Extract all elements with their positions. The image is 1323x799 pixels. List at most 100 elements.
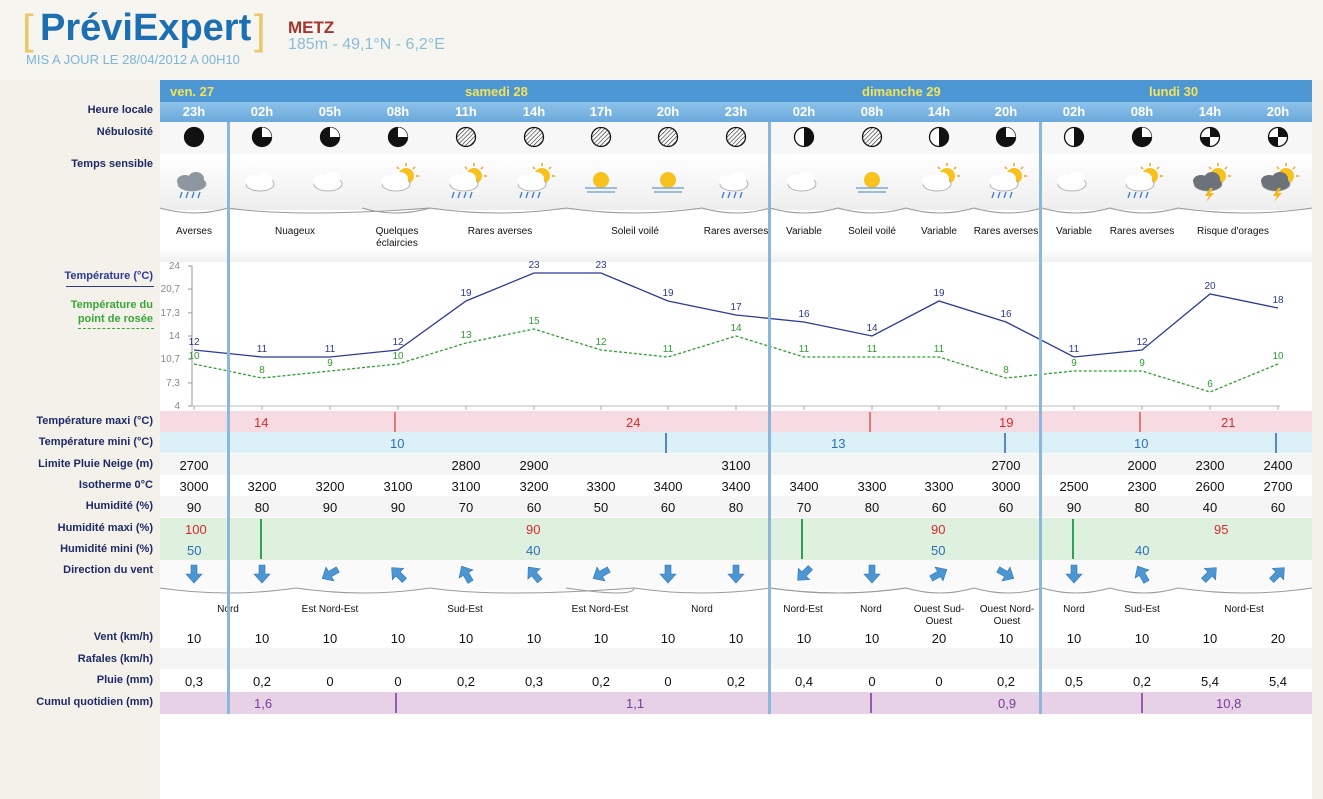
chart-data-label: 19 bbox=[460, 288, 472, 299]
logo-bracket-left: [ bbox=[22, 6, 34, 53]
day-label: ven. 27 bbox=[170, 84, 215, 99]
wind-desc: Est Nord-Est bbox=[301, 604, 359, 615]
nebulosity-icon bbox=[1063, 126, 1085, 148]
vent-value: 10 bbox=[1134, 631, 1150, 646]
label-tmin: Température mini (°C) bbox=[38, 436, 153, 448]
weather-icon bbox=[1057, 172, 1087, 192]
tmin-value: 10 bbox=[390, 436, 405, 451]
hour-label: 20h bbox=[1266, 104, 1290, 119]
isotherme-value: 3300 bbox=[924, 479, 954, 494]
weather-desc: Soleil voilé bbox=[848, 226, 896, 237]
humidity-time-marker bbox=[1072, 519, 1076, 559]
vent-value: 10 bbox=[186, 631, 202, 646]
update-text: MIS A JOUR LE 28/04/2012 A 00H10 bbox=[26, 52, 240, 67]
wind-arrow-icon bbox=[253, 564, 271, 584]
chart-data-label: 17 bbox=[730, 302, 742, 313]
label-nebulosite: Nébulosité bbox=[96, 126, 153, 138]
pluie-neige-value: 2400 bbox=[1263, 458, 1293, 473]
nebulosity-icon bbox=[319, 126, 341, 148]
humidite-value: 80 bbox=[1134, 500, 1150, 515]
isotherme-value: 3400 bbox=[789, 479, 819, 494]
chart-data-label: 12 bbox=[595, 337, 607, 348]
chart-data-label: 8 bbox=[1003, 365, 1009, 376]
cumul-value: 0,9 bbox=[998, 696, 1017, 711]
weather-desc: Variable bbox=[786, 226, 822, 237]
weather-icon bbox=[381, 163, 419, 192]
day-separator bbox=[1039, 122, 1042, 714]
vent-value: 10 bbox=[322, 631, 338, 646]
tmin-time-marker bbox=[1275, 433, 1279, 453]
humidity-time-marker bbox=[260, 519, 264, 559]
weather-desc: Rares averses bbox=[703, 226, 769, 237]
nebulosity-icon bbox=[183, 126, 205, 148]
cumul-value: 1,6 bbox=[254, 696, 273, 711]
header-bar bbox=[0, 0, 1323, 80]
wind-arrow-icon bbox=[1269, 567, 1285, 583]
pluie-value: 0,2 bbox=[591, 674, 611, 689]
pluie-neige-value: 2700 bbox=[991, 458, 1021, 473]
pluie-value: 0,2 bbox=[252, 674, 272, 689]
isotherme-value: 3200 bbox=[519, 479, 549, 494]
wind-arrow-icon bbox=[996, 566, 1015, 582]
chart-data-label: 13 bbox=[460, 330, 472, 341]
isotherme-value: 3200 bbox=[315, 479, 345, 494]
label-pluie-neige: Limite Pluie Neige (m) bbox=[38, 458, 153, 470]
hour-label: 11h bbox=[455, 104, 477, 119]
isotherme-value: 2700 bbox=[1263, 479, 1293, 494]
label-direction: Direction du vent bbox=[63, 564, 153, 576]
chart-data-label: 19 bbox=[933, 288, 945, 299]
tmin-time-marker bbox=[1004, 433, 1008, 453]
wind-arrow-icon bbox=[458, 565, 474, 584]
pluie-neige-value: 2000 bbox=[1127, 458, 1157, 473]
wind-arrow-icon bbox=[321, 566, 340, 582]
weather-desc-brackets bbox=[160, 207, 1312, 214]
wind-arrow-icon bbox=[592, 566, 611, 582]
tmax-time-marker bbox=[1139, 412, 1143, 432]
chart-y-tick: 24 bbox=[169, 261, 181, 272]
tmax-value: 21 bbox=[1221, 415, 1236, 430]
humidite-value: 60 bbox=[660, 500, 676, 515]
vent-value: 10 bbox=[254, 631, 270, 646]
nebulosity-icon bbox=[725, 126, 747, 148]
hour-label: 23h bbox=[724, 104, 748, 119]
row-label-column bbox=[0, 80, 160, 799]
hour-label: 23h bbox=[182, 104, 206, 119]
label-vent: Vent (km/h) bbox=[93, 631, 153, 643]
chart-data-label: 11 bbox=[1069, 344, 1080, 355]
hum-min-value: 50 bbox=[187, 543, 202, 558]
label-temps: Temps sensible bbox=[71, 158, 153, 170]
nebulosity-icon bbox=[251, 126, 273, 148]
chart-data-label: 11 bbox=[325, 344, 336, 355]
pluie-value: 0 bbox=[394, 674, 402, 689]
logo[interactable]: PréviExpert bbox=[40, 7, 252, 49]
day-separator bbox=[227, 122, 230, 714]
wind-desc: Nord-Est bbox=[783, 604, 823, 615]
weather-icon bbox=[652, 172, 684, 193]
chart-data-label: 12 bbox=[1136, 337, 1148, 348]
nebulosity-icon bbox=[387, 126, 409, 148]
humidity-time-marker bbox=[801, 519, 805, 559]
isotherme-value: 2600 bbox=[1195, 479, 1225, 494]
day-band bbox=[160, 80, 1312, 102]
vent-value: 10 bbox=[1202, 631, 1218, 646]
tmax-row bbox=[160, 411, 1312, 432]
wind-arrow-icon bbox=[929, 566, 948, 582]
hour-label: 02h bbox=[792, 104, 816, 119]
wind-arrow-icon bbox=[185, 564, 203, 584]
humidite-value: 80 bbox=[864, 500, 880, 515]
cumul-time-marker bbox=[870, 693, 874, 713]
nebulosity-icon bbox=[995, 126, 1017, 148]
humidite-value: 60 bbox=[526, 500, 542, 515]
chart-data-label: 11 bbox=[799, 344, 810, 355]
chart-data-label: 6 bbox=[1207, 379, 1213, 390]
wind-desc-brackets bbox=[160, 587, 1312, 594]
chart-data-label: 9 bbox=[1139, 358, 1145, 369]
pluie-value: 0 bbox=[935, 674, 943, 689]
nebulosity-icon bbox=[1267, 126, 1289, 148]
vent-value: 10 bbox=[390, 631, 406, 646]
chart-series-line bbox=[193, 272, 1279, 358]
humidite-value: 90 bbox=[322, 500, 338, 515]
label-rafales: Rafales (km/h) bbox=[77, 653, 153, 665]
tmax-time-marker bbox=[394, 412, 398, 432]
chart-data-label: 10 bbox=[392, 351, 404, 362]
